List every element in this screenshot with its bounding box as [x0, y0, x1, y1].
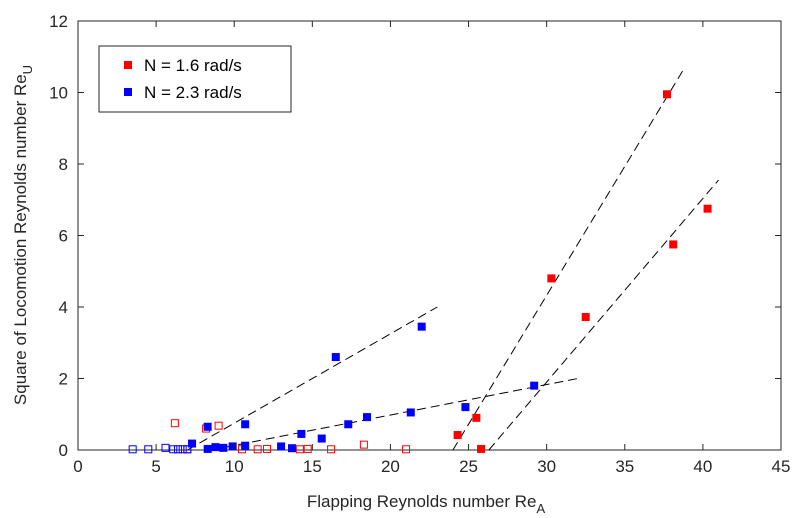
- x-tick-label: 35: [615, 457, 634, 476]
- legend-label-series-1: N = 1.6 rad/s: [144, 56, 242, 75]
- legend-label-series-2: N = 2.3 rad/s: [144, 83, 242, 102]
- data-point-open-series-1: [263, 444, 272, 453]
- fit-line: [452, 70, 684, 451]
- fit-line: [210, 378, 579, 451]
- y-tick-label: 0: [59, 441, 68, 460]
- data-point-open-series-1: [359, 440, 368, 449]
- data-point-open-series-1: [327, 445, 336, 454]
- data-point-open-series-2: [144, 445, 153, 454]
- data-point-series-2: [363, 413, 372, 422]
- data-point-open-series-1: [303, 444, 312, 453]
- fit-line: [488, 179, 719, 451]
- legend-marker-series-2: [124, 88, 132, 96]
- data-point-series-2: [317, 434, 326, 443]
- data-point-series-2: [211, 443, 220, 452]
- x-tick-label: 25: [459, 457, 478, 476]
- data-point-series-2: [344, 420, 353, 429]
- legend: N = 1.6 rad/s N = 2.3 rad/s: [98, 45, 292, 113]
- data-point-series-1: [547, 274, 556, 283]
- data-point-open-series-1: [402, 445, 411, 454]
- data-point-open-series-2: [183, 445, 192, 454]
- y-axis-label: Square of Locomotion Reynolds number ReU: [11, 65, 35, 405]
- y-tick-label: 12: [49, 12, 68, 31]
- data-point-series-1: [453, 430, 462, 439]
- data-point-series-1: [581, 313, 590, 322]
- data-point-series-1: [472, 413, 481, 422]
- data-point-series-2: [188, 439, 197, 448]
- x-tick-label: 40: [693, 457, 712, 476]
- fit-line: [187, 306, 438, 451]
- y-tick-label: 2: [59, 370, 68, 389]
- data-point-series-2: [228, 442, 237, 451]
- x-tick-label: 5: [151, 457, 160, 476]
- y-tick-label: 8: [59, 155, 68, 174]
- data-point-series-2: [288, 444, 297, 453]
- data-point-series-2: [277, 442, 286, 451]
- data-point-open-series-2: [178, 445, 187, 454]
- data-point-series-2: [241, 420, 250, 429]
- x-tick-label: 0: [73, 457, 82, 476]
- data-point-series-2: [203, 444, 212, 453]
- data-point-open-series-1: [214, 421, 223, 430]
- data-point-series-2: [406, 408, 415, 417]
- data-point-series-2: [461, 403, 470, 412]
- x-tick-label: 20: [381, 457, 400, 476]
- x-tick-label: 45: [772, 457, 791, 476]
- data-point-open-series-2: [173, 445, 182, 454]
- data-point-series-2: [203, 422, 212, 431]
- data-point-series-2: [530, 381, 539, 390]
- data-markers: [128, 90, 712, 454]
- x-tick-label: 15: [303, 457, 322, 476]
- data-point-series-1: [662, 90, 671, 99]
- data-point-series-2: [297, 429, 306, 438]
- x-tick-label: 10: [225, 457, 244, 476]
- data-point-series-1: [669, 240, 678, 249]
- data-point-series-2: [331, 353, 340, 362]
- legend-box: [98, 45, 292, 113]
- data-point-series-2: [219, 443, 228, 452]
- data-point-open-series-1: [170, 419, 179, 428]
- y-axis: 0 2 4 6 8 10 12: [49, 12, 781, 460]
- x-axis: 0 5 10 15 20 25 30 35 40 45: [73, 21, 790, 476]
- data-point-series-1: [703, 204, 712, 213]
- data-point-open-series-1: [253, 445, 262, 454]
- x-tick-label: 30: [537, 457, 556, 476]
- data-point-open-series-1: [295, 445, 304, 454]
- y-tick-label: 10: [49, 84, 68, 103]
- x-axis-label: Flapping Reynolds number ReA: [307, 492, 546, 516]
- data-point-open-series-2: [161, 443, 170, 452]
- data-point-open-series-2: [169, 445, 178, 454]
- y-tick-label: 4: [59, 298, 68, 317]
- y-tick-label: 6: [59, 227, 68, 246]
- legend-marker-series-1: [124, 61, 132, 69]
- data-point-open-series-2: [128, 445, 137, 454]
- data-point-series-2: [417, 322, 426, 331]
- data-point-series-1: [477, 444, 486, 453]
- fit-lines: [187, 70, 719, 451]
- data-point-series-2: [241, 441, 250, 450]
